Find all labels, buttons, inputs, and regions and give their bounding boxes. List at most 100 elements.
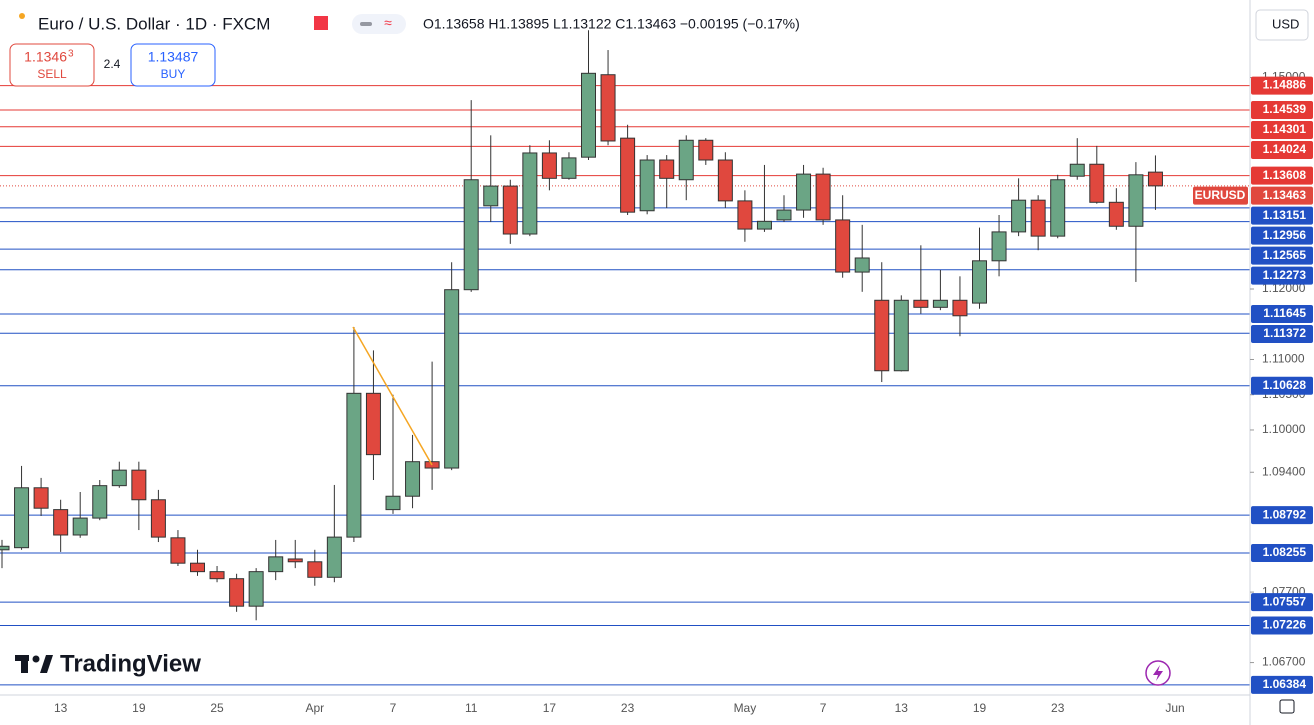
price-label: 1.13608 <box>1263 168 1307 182</box>
y-tick-label: 1.12000 <box>1262 281 1306 295</box>
price-label-box <box>1251 675 1313 694</box>
price-label-box <box>1251 506 1313 525</box>
spread: 2.4 <box>104 57 121 71</box>
symbol-tag-box <box>1193 186 1248 205</box>
candle-body <box>307 561 323 578</box>
logo-part <box>21 655 28 673</box>
candle-body <box>991 231 1007 262</box>
logo-part <box>40 655 53 673</box>
buy-button[interactable] <box>130 43 216 87</box>
pill-dash <box>360 22 372 26</box>
candle-body <box>72 517 88 536</box>
price-label: 1.13463 <box>1263 188 1307 202</box>
candle-body <box>600 74 616 142</box>
x-tick-label: 11 <box>465 701 478 715</box>
candle-body <box>483 185 499 207</box>
candle-body <box>659 159 675 179</box>
price-label: 1.10628 <box>1263 378 1307 392</box>
sell-button[interactable] <box>9 43 95 87</box>
price-label-box <box>1251 543 1313 562</box>
candle-body <box>737 200 753 230</box>
buy-price: 1.13487 <box>148 49 199 65</box>
candle-body <box>522 152 538 235</box>
candle-body <box>150 499 166 538</box>
price-label-box <box>1251 246 1313 265</box>
price-label: 1.07226 <box>1263 618 1307 632</box>
candle-body <box>268 556 284 573</box>
price-label-box <box>1251 76 1313 95</box>
candle-body <box>346 392 362 538</box>
price-label: 1.14301 <box>1263 122 1307 136</box>
currency-button[interactable] <box>1255 9 1309 41</box>
plot-area <box>0 30 1250 686</box>
candle-body <box>1030 199 1046 237</box>
candle-body <box>1108 201 1124 227</box>
price-label: 1.11645 <box>1263 306 1306 320</box>
candle-body <box>0 545 10 551</box>
y-tick-label: 1.10000 <box>1262 422 1306 436</box>
candle-body <box>444 289 460 469</box>
price-label-box <box>1251 206 1313 225</box>
candle-body <box>639 159 655 212</box>
candle-body <box>405 461 421 497</box>
candle-body <box>835 219 851 273</box>
candle-body <box>1011 199 1027 233</box>
candle-body <box>561 157 577 179</box>
flag-icon[interactable] <box>314 16 328 30</box>
candle-body <box>385 495 401 511</box>
x-tick-label: 17 <box>543 701 557 715</box>
price-label: 1.07557 <box>1263 594 1307 608</box>
price-label: 1.12273 <box>1263 268 1307 282</box>
price-label: 1.11372 <box>1263 326 1306 340</box>
candle-body <box>287 558 303 563</box>
trend-line <box>352 326 433 466</box>
candle-body <box>1089 163 1105 203</box>
y-tick-label: 1.06700 <box>1262 655 1306 669</box>
price-label: 1.12956 <box>1263 228 1307 242</box>
x-tick-label: 13 <box>895 701 909 715</box>
price-label: 1.14886 <box>1263 78 1307 92</box>
market-dot <box>19 13 25 19</box>
price-label-box <box>1251 376 1313 395</box>
candle-body <box>92 485 108 519</box>
calendar-button[interactable] <box>1279 699 1295 714</box>
candle-body <box>248 571 264 607</box>
sell-label: SELL <box>37 67 67 81</box>
candle-body <box>463 179 479 291</box>
candle-body <box>893 299 909 372</box>
price-label-box <box>1251 616 1313 635</box>
indicator-pill[interactable] <box>352 14 406 34</box>
candle-body <box>53 509 69 536</box>
candle-body <box>581 72 596 158</box>
x-tick-label: 19 <box>132 701 146 715</box>
candle-body <box>190 562 205 573</box>
candle-body <box>111 469 127 487</box>
candle-body <box>913 299 929 308</box>
price-label-box <box>1251 141 1313 160</box>
candle-body <box>1050 179 1066 237</box>
candle-body <box>14 487 30 549</box>
pill-wave: ≈ <box>384 15 392 31</box>
price-label: 1.14024 <box>1263 142 1307 156</box>
x-tick-label: 25 <box>210 701 224 715</box>
x-tick-label: Apr <box>305 701 324 715</box>
tv-logo <box>15 655 53 673</box>
symbol-title: Euro / U.S. Dollar · 1D · FXCM <box>38 14 270 33</box>
x-tick-label: 23 <box>621 701 635 715</box>
price-label-box <box>1251 305 1313 324</box>
candle-body <box>33 487 49 509</box>
sell-price-sup: 3 <box>68 49 74 60</box>
bolt-icon <box>1153 665 1163 681</box>
x-tick-label: May <box>734 701 757 715</box>
y-tick-label: 1.11000 <box>1262 352 1305 366</box>
price-label: 1.08255 <box>1263 545 1307 559</box>
price-label-box <box>1251 101 1313 120</box>
x-tick-label: 23 <box>1051 701 1065 715</box>
x-tick-label: 7 <box>390 701 397 715</box>
candle-body <box>170 537 186 564</box>
x-tick-label: 13 <box>54 701 68 715</box>
candle-body <box>776 209 792 221</box>
candle-body <box>1147 171 1163 187</box>
price-label-box <box>1251 121 1313 140</box>
